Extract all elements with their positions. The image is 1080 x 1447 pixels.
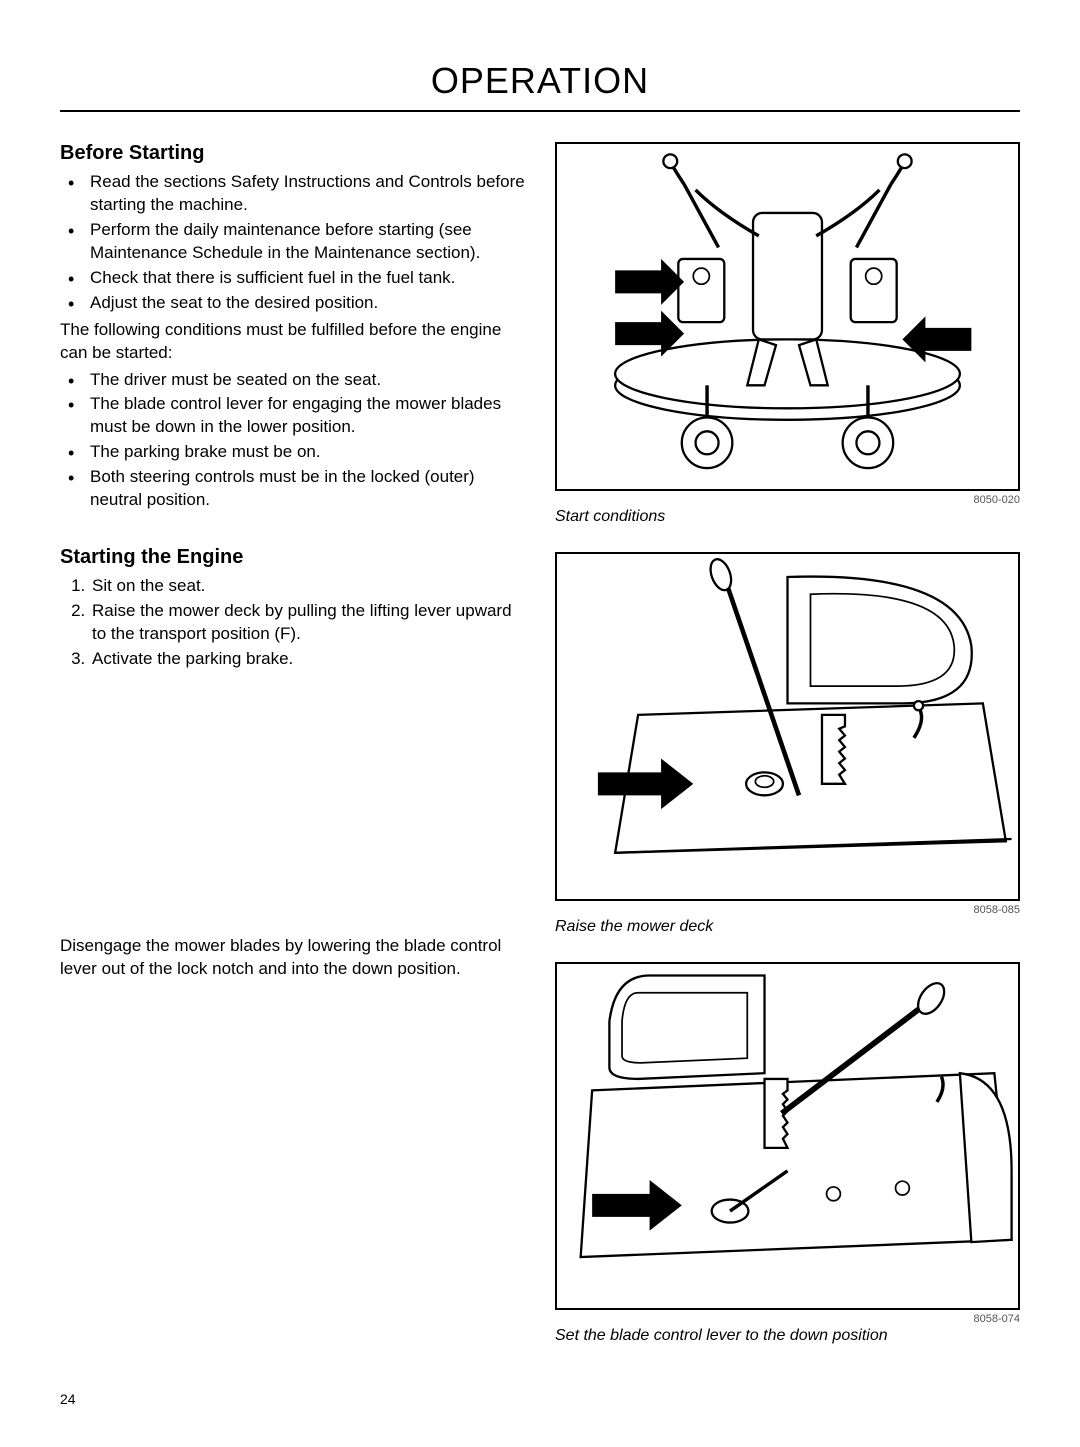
raise-deck-illustration (557, 554, 1018, 899)
list-item: Both steering controls must be in the lo… (90, 466, 525, 512)
right-column: 8050-020 Start conditions (555, 142, 1020, 1371)
blade-lever-illustration (557, 964, 1018, 1309)
mower-operator-illustration (557, 144, 1018, 489)
list-item: Raise the mower deck by pulling the lift… (90, 600, 525, 646)
starting-engine-steps: Sit on the seat. Raise the mower deck by… (60, 575, 525, 671)
page-number: 24 (60, 1391, 1020, 1407)
figure-caption: Set the blade control lever to the down … (555, 1327, 1020, 1345)
before-starting-bullets-1: Read the sections Safety Instructions an… (60, 171, 525, 315)
figure-code: 8050-020 (555, 494, 1020, 506)
starting-engine-heading: Starting the Engine (60, 546, 525, 569)
content-columns: Before Starting Read the sections Safety… (60, 142, 1020, 1371)
disengage-para: Disengage the mower blades by lowering t… (60, 935, 525, 981)
conditions-intro: The following conditions must be fulfill… (60, 319, 525, 365)
list-item: Adjust the seat to the desired position. (90, 292, 525, 315)
figure-raise-deck (555, 552, 1020, 901)
before-starting-heading: Before Starting (60, 142, 525, 165)
list-item: Sit on the seat. (90, 575, 525, 598)
figure-caption: Raise the mower deck (555, 918, 1020, 936)
list-item: The blade control lever for engaging the… (90, 393, 525, 439)
before-starting-bullets-2: The driver must be seated on the seat. T… (60, 369, 525, 513)
list-item: The parking brake must be on. (90, 441, 525, 464)
list-item: Read the sections Safety Instructions an… (90, 171, 525, 217)
figure-code: 8058-085 (555, 904, 1020, 916)
list-item: Activate the parking brake. (90, 648, 525, 671)
list-item: Perform the daily maintenance before sta… (90, 219, 525, 265)
left-column: Before Starting Read the sections Safety… (60, 142, 525, 1371)
figure-start-conditions (555, 142, 1020, 491)
figure-code: 8058-074 (555, 1313, 1020, 1325)
page-title: OPERATION (60, 60, 1020, 112)
figure-caption: Start conditions (555, 508, 1020, 526)
list-item: Check that there is sufficient fuel in t… (90, 267, 525, 290)
list-item: The driver must be seated on the seat. (90, 369, 525, 392)
figure-blade-lever (555, 962, 1020, 1311)
